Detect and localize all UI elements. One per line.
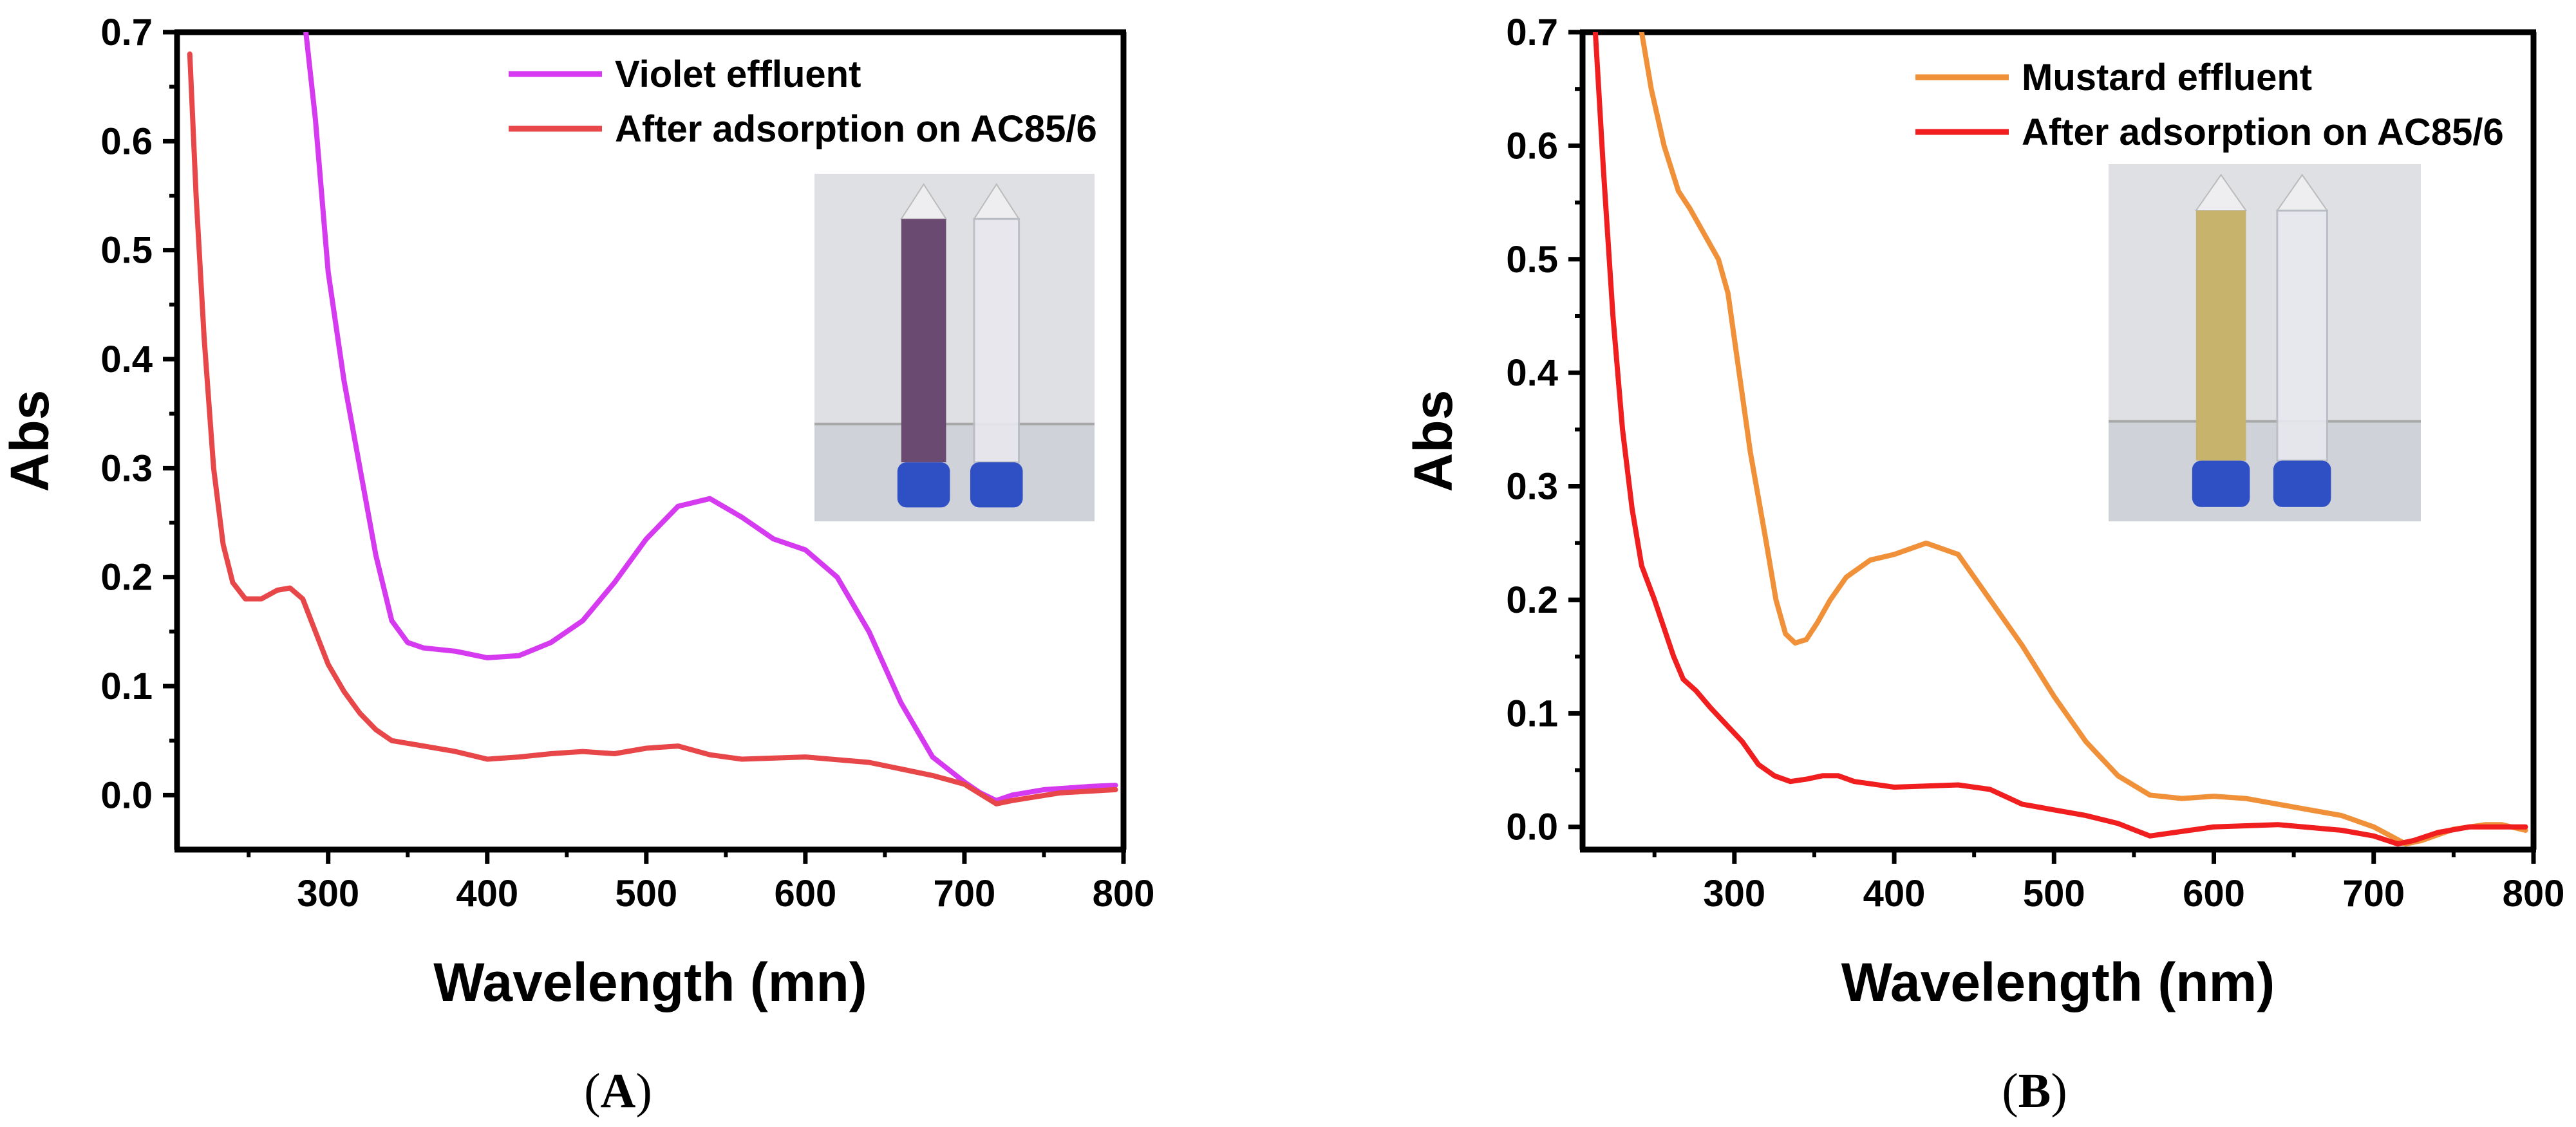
series-line-effluent xyxy=(1639,32,2528,847)
y-tick-label: 0.6 xyxy=(1506,125,1558,167)
axes: 300 400 500 600 700 800 0.0 0.1 0.2 0.3 0.4 0.5 0.6 0… xyxy=(1506,12,2564,915)
y-tick-label: 0.4 xyxy=(1506,352,1558,394)
x-tick-label: 400 xyxy=(1863,873,1926,915)
panel-b: 300 400 500 600 700 800 0.0 0.1 0.2 0.3 0.4 0.5 0.6 0… xyxy=(1403,12,2564,1118)
y-tick-label: 0.2 xyxy=(1506,579,1558,621)
y-tick-label: 0.5 xyxy=(100,230,153,272)
tube-cap xyxy=(970,462,1023,508)
y-tick-label: 0.5 xyxy=(1506,239,1558,281)
x-tick-label: 400 xyxy=(456,873,518,915)
photo-bench xyxy=(814,424,1095,521)
panel-label: (B) xyxy=(2002,1064,2067,1118)
x-axis-title: Wavelength (nm) xyxy=(1841,952,2275,1012)
legend: Mustard effluent After adsorption on AC85… xyxy=(1915,57,2504,153)
y-axis-title: Abs xyxy=(1403,390,1463,492)
legend-label: After adsorption on AC85/6 xyxy=(615,108,1097,150)
x-tick-label: 700 xyxy=(2342,873,2405,915)
x-tick-label: 700 xyxy=(934,873,996,915)
series-line-after-adsorption xyxy=(1592,32,2528,847)
y-tick-label: 0.0 xyxy=(1506,806,1558,848)
x-tick-label: 300 xyxy=(297,873,359,915)
tube-cap xyxy=(2192,460,2250,507)
y-tick-label: 0.2 xyxy=(100,557,153,599)
x-tick-label: 500 xyxy=(2023,873,2085,915)
y-tick-label: 0.6 xyxy=(100,120,153,162)
tube-cap xyxy=(897,462,950,508)
y-tick-label: 0.3 xyxy=(100,447,153,489)
inset-photo xyxy=(2109,164,2421,521)
panel-label: (A) xyxy=(584,1064,652,1118)
legend-label: Violet effluent xyxy=(615,53,861,95)
legend-label: Mustard effluent xyxy=(2022,57,2312,98)
y-tick-label: 0.1 xyxy=(100,666,153,707)
series-line-after-adsorption xyxy=(187,51,1118,806)
x-tick-label: 300 xyxy=(1703,873,1765,915)
axes: 300 400 500 600 700 800 0.0 0.1 0.2 0.3 0.4 0.5 0.6 0… xyxy=(100,12,1154,915)
photo-bench xyxy=(2109,421,2421,521)
x-tick-label: 800 xyxy=(1093,873,1155,915)
y-tick-label: 0.7 xyxy=(100,12,153,53)
panel-a: 300 400 500 600 700 800 0.0 0.1 0.2 0.3 0.4 0.5 0.6 0… xyxy=(0,12,1154,1118)
y-tick-label: 0.3 xyxy=(1506,466,1558,508)
y-tick-label: 0.1 xyxy=(1506,693,1558,734)
x-tick-label: 500 xyxy=(615,873,677,915)
series-lines xyxy=(187,32,1118,806)
clear-tube xyxy=(2273,173,2331,507)
legend-label: After adsorption on AC85/6 xyxy=(2022,111,2504,153)
tube-cap xyxy=(2273,460,2331,507)
inset-photo xyxy=(814,174,1095,521)
x-axis-title: Wavelength (mn) xyxy=(433,952,867,1012)
colored-tube xyxy=(2192,173,2250,507)
legend: Violet effluent After adsorption on AC85/… xyxy=(509,53,1097,150)
series-lines xyxy=(1592,32,2528,847)
y-tick-label: 0.4 xyxy=(100,339,153,380)
y-tick-label: 0.7 xyxy=(1506,12,1558,53)
x-tick-label: 800 xyxy=(2503,873,2565,915)
y-tick-label: 0.0 xyxy=(100,774,153,816)
x-tick-label: 600 xyxy=(2183,873,2245,915)
y-axis-title: Abs xyxy=(0,390,60,492)
colored-tube xyxy=(897,183,950,508)
x-tick-label: 600 xyxy=(774,873,836,915)
clear-tube xyxy=(970,183,1023,508)
